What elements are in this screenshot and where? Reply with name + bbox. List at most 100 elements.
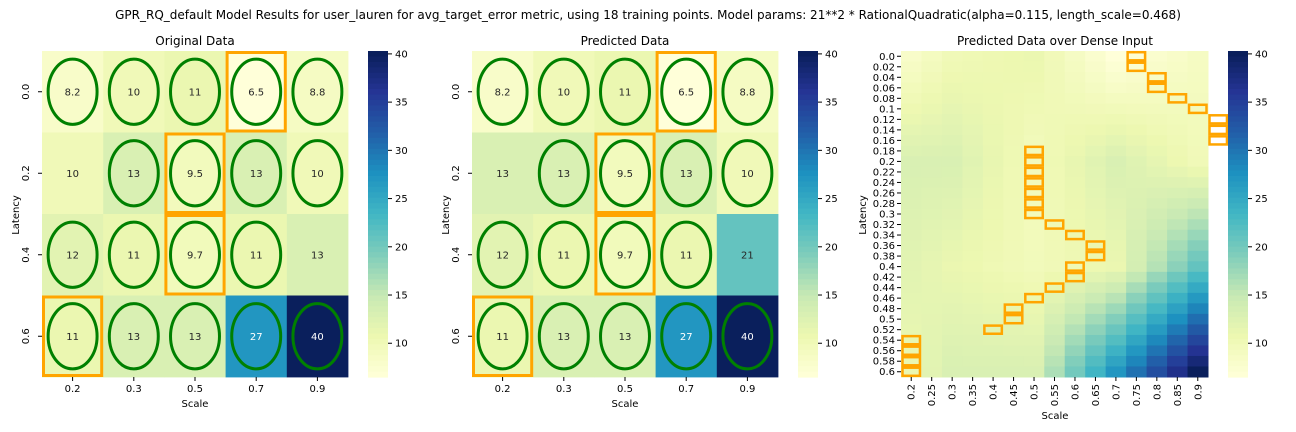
heatmap-cell xyxy=(941,313,963,325)
heatmap-cell xyxy=(1146,250,1168,262)
heatmap-cell xyxy=(1044,355,1066,367)
colorbar-segment xyxy=(1228,273,1248,280)
colorbar-tick-label: 15 xyxy=(1255,291,1268,302)
heatmap-cell xyxy=(921,355,943,367)
heatmap-cell xyxy=(1003,303,1025,315)
heatmap-cell xyxy=(962,61,984,73)
heatmap-cell xyxy=(941,177,963,189)
heatmap-cell xyxy=(1003,355,1025,367)
heatmap-cell xyxy=(962,355,984,367)
heatmap-cell xyxy=(1064,282,1086,294)
heatmap-cell xyxy=(225,214,288,296)
heatmap-cell xyxy=(901,135,922,147)
colorbar-segment xyxy=(1228,78,1248,85)
heatmap-cell xyxy=(1064,156,1086,168)
heatmap-cell xyxy=(901,334,922,346)
min-path-box xyxy=(1024,187,1045,199)
heatmap-cell xyxy=(1085,282,1107,294)
heatmap-cell xyxy=(1105,156,1127,168)
heatmap-cell xyxy=(1023,208,1045,220)
heatmap-cell xyxy=(1023,303,1045,315)
heatmap-cell xyxy=(1085,103,1107,115)
cell-value-label: 13 xyxy=(557,332,570,343)
heatmap-cell xyxy=(1146,313,1168,325)
heatmap-cell xyxy=(1064,219,1086,231)
heatmap-cell xyxy=(1105,51,1127,63)
heatmap-cell xyxy=(1023,135,1045,147)
heatmap-cell xyxy=(1167,166,1189,178)
training-point-ellipse xyxy=(230,139,283,208)
heatmap-cell xyxy=(1126,114,1148,126)
colorbar-segment xyxy=(368,284,388,291)
cell-value-label: 9.5 xyxy=(187,169,203,180)
heatmap-cell xyxy=(982,61,1004,73)
heatmap-cell xyxy=(1105,103,1127,115)
colorbar-segment xyxy=(798,279,818,286)
heatmap-cell xyxy=(962,51,984,63)
colorbar-segment xyxy=(368,241,388,248)
heatmap-cell xyxy=(982,145,1004,157)
min-path-box xyxy=(1208,124,1229,136)
y-tick-label: 0.06 xyxy=(873,83,895,94)
cell-value-label: 10 xyxy=(66,169,79,180)
y-tick-label: 0.38 xyxy=(873,252,895,263)
cell-value-label: 12 xyxy=(496,250,509,261)
heatmap-cell xyxy=(1023,229,1045,241)
heatmap-cell xyxy=(1003,366,1025,378)
heatmap-cell xyxy=(1003,313,1025,325)
x-tick-label: 0.45 xyxy=(1009,384,1020,406)
colorbar-segment xyxy=(368,328,388,335)
heatmap-cell xyxy=(1167,82,1189,94)
heatmap-cell xyxy=(1064,177,1086,189)
colorbar-segment xyxy=(1228,137,1248,144)
colorbar-segment xyxy=(1228,311,1248,318)
heatmap-cell xyxy=(1064,61,1086,73)
colorbar-segment xyxy=(368,127,388,134)
heatmap-cell xyxy=(941,292,963,304)
colorbar-segment xyxy=(368,165,388,172)
colorbar-segment xyxy=(798,132,818,139)
colorbar-segment xyxy=(1228,105,1248,112)
heatmap-cell xyxy=(1064,187,1086,199)
heatmap-cell xyxy=(1167,366,1189,378)
x-tick-label: 0.25 xyxy=(927,384,938,406)
colorbar-segment xyxy=(368,67,388,74)
heatmap-cell xyxy=(1003,145,1025,157)
heatmap-cell xyxy=(1064,72,1086,84)
heatmap-cell xyxy=(982,282,1004,294)
colorbar-segment xyxy=(798,186,818,193)
heatmap-cell xyxy=(1146,187,1168,199)
heatmap-cell xyxy=(472,295,534,378)
heatmap-cell xyxy=(901,345,922,357)
y-tick-label: 0.42 xyxy=(873,273,895,284)
colorbar-segment xyxy=(368,175,388,182)
training-point-ellipse xyxy=(537,302,590,371)
heatmap-cell xyxy=(594,132,656,215)
heatmap-cell xyxy=(1187,345,1209,357)
heatmap-cell xyxy=(921,198,943,210)
y-tick-label: 0.5 xyxy=(879,315,895,326)
heatmap-cell xyxy=(1003,135,1025,147)
heatmap-cell xyxy=(921,250,943,262)
heatmap-cell xyxy=(1023,240,1045,252)
heatmap-cell xyxy=(1126,72,1148,84)
heatmap-cell xyxy=(1167,198,1189,210)
cell-value-label: 11 xyxy=(66,332,79,343)
colorbar-segment xyxy=(368,154,388,161)
heatmap-cell xyxy=(962,135,984,147)
heatmap-cell xyxy=(1085,334,1107,346)
heatmap-cell xyxy=(901,145,922,157)
heatmap-cell xyxy=(1044,93,1066,105)
min-path-boxes xyxy=(901,50,1229,378)
panel-predicted-data: Predicted Data 8.2 10 11 6.5 8.813 13 9.5 13 101… xyxy=(441,34,838,410)
heatmap-cell xyxy=(1187,292,1209,304)
colorbar-segment xyxy=(1228,224,1248,231)
colorbar-segment xyxy=(798,230,818,237)
heatmap-cell xyxy=(103,214,165,296)
heatmap-cell xyxy=(1064,271,1086,283)
heatmap-cell xyxy=(941,145,963,157)
heatmap-cell xyxy=(1064,93,1086,105)
heatmap-cell xyxy=(1146,177,1168,189)
training-point-ellipse xyxy=(599,220,651,289)
colorbar-segment xyxy=(368,214,388,221)
